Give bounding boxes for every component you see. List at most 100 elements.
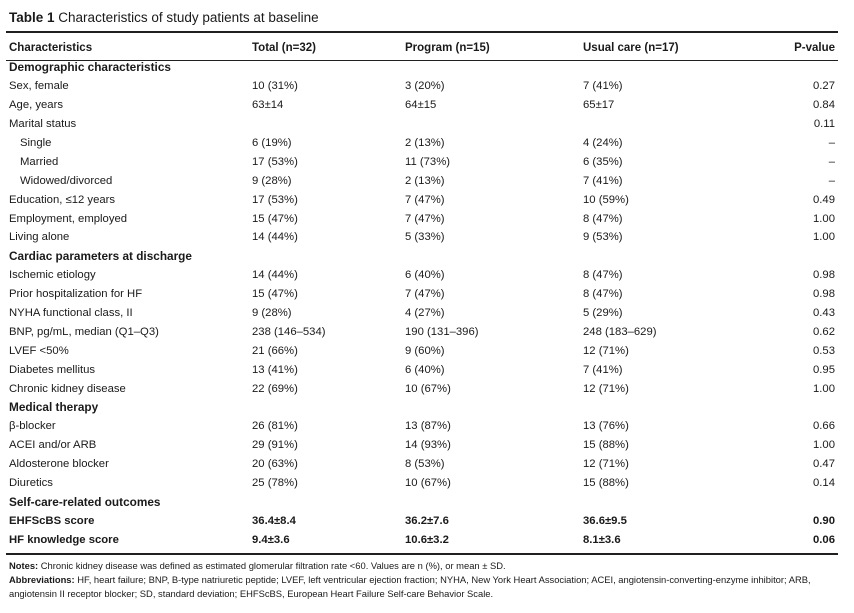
abbreviations-line: Abbreviations: HF, heart failure; BNP, B…	[9, 573, 839, 601]
p-value: 1.00	[813, 382, 835, 395]
usual-care-value: 10 (59%)	[583, 193, 629, 206]
total-value	[252, 115, 405, 134]
table-row: Married 17 (53%) 11 (73%) 6 (35%) –	[6, 152, 838, 171]
program-value: 9 (60%)	[405, 344, 445, 357]
usual-care-value: 12 (71%)	[583, 458, 629, 471]
program-value: 14 (93%)	[405, 439, 451, 452]
p-value: 1.00	[813, 212, 835, 225]
program-value: 36.2±7.6	[405, 514, 449, 527]
row-label: Aldosterone blocker	[9, 458, 109, 471]
p-value: 0.11	[813, 118, 835, 131]
table-title: Characteristics of study patients at bas…	[58, 10, 319, 25]
total-value: 22 (69%)	[252, 382, 298, 395]
table-caption: Table 1 Characteristics of study patient…	[9, 10, 319, 25]
row-label: Age, years	[9, 99, 64, 112]
total-value: 238 (146–534)	[252, 325, 326, 338]
table-row: Prior hospitalization for HF 15 (47%) 7 (4…	[6, 285, 838, 304]
table-row: EHFScBS score 36.4±8.4 36.2±7.6 36.6±9.5 0.9…	[6, 511, 838, 530]
bottom-rule	[6, 553, 838, 555]
p-value: 0.84	[813, 99, 835, 112]
p-value: –	[828, 137, 835, 149]
header-row: Characteristics Total (n=32) Program (n=…	[6, 38, 838, 58]
section-title: Medical therapy	[9, 400, 99, 415]
section-header-row: Self-care-related outcomes	[6, 492, 838, 511]
p-value: 0.06	[813, 533, 835, 546]
usual-care-value: 5 (29%)	[583, 307, 623, 320]
usual-care-value	[583, 115, 753, 134]
total-value: 63±14	[252, 99, 284, 112]
usual-care-value: 65±17	[583, 99, 615, 112]
program-value: 4 (27%)	[405, 307, 445, 320]
program-value	[405, 115, 583, 134]
table-row: Aldosterone blocker 20 (63%) 8 (53%) 12 (71…	[6, 455, 838, 474]
row-label: NYHA functional class, II	[9, 307, 133, 320]
usual-care-value: 248 (183–629)	[583, 325, 657, 338]
program-value: 10 (67%)	[405, 477, 451, 490]
total-value: 6 (19%)	[252, 137, 292, 149]
table-row: NYHA functional class, II 9 (28%) 4 (27%) 5…	[6, 304, 838, 323]
row-label: Ischemic etiology	[9, 269, 96, 282]
p-value: 1.00	[813, 439, 835, 452]
total-value: 21 (66%)	[252, 344, 298, 357]
p-value: 0.49	[813, 193, 835, 206]
total-value: 9 (28%)	[252, 174, 292, 187]
p-value: –	[828, 155, 835, 168]
notes-text: Chronic kidney disease was defined as es…	[40, 560, 506, 571]
program-value: 8 (53%)	[405, 458, 445, 471]
header-total: Total (n=32)	[252, 42, 317, 54]
table-row: Chronic kidney disease 22 (69%) 10 (67%) 12…	[6, 379, 838, 398]
program-value: 6 (40%)	[405, 363, 445, 376]
row-label: LVEF <50%	[9, 344, 69, 357]
total-value: 14 (44%)	[252, 231, 298, 244]
program-value: 2 (13%)	[405, 137, 445, 149]
usual-care-value: 15 (88%)	[583, 439, 629, 452]
p-value: 0.62	[813, 325, 835, 338]
row-label: BNP, pg/mL, median (Q1–Q3)	[9, 325, 159, 338]
table-row: Ischemic etiology 14 (44%) 6 (40%) 8 (47%) 0…	[6, 266, 838, 285]
p-value: 0.98	[813, 269, 835, 282]
section-title: Cardiac parameters at discharge	[9, 249, 192, 264]
section-header-row: Medical therapy	[6, 398, 838, 417]
program-value: 6 (40%)	[405, 269, 445, 282]
usual-care-value: 4 (24%)	[583, 137, 623, 149]
table-row: Marital status 0.11	[6, 115, 838, 134]
p-value: 0.27	[813, 80, 835, 93]
header-rule	[6, 60, 838, 61]
row-label: HF knowledge score	[9, 533, 119, 546]
program-value: 7 (47%)	[405, 193, 445, 206]
header-program: Program (n=15)	[405, 42, 490, 54]
program-value: 3 (20%)	[405, 80, 445, 93]
usual-care-value: 12 (71%)	[583, 382, 629, 395]
total-value: 36.4±8.4	[252, 514, 296, 527]
row-label: Prior hospitalization for HF	[9, 288, 143, 301]
table-notes: Notes: Chronic kidney disease was define…	[9, 559, 839, 601]
total-value: 29 (91%)	[252, 439, 298, 452]
table-row: Education, ≤12 years 17 (53%) 7 (47%) 10 (5…	[6, 190, 838, 209]
table-row: Single 6 (19%) 2 (13%) 4 (24%) –	[6, 134, 838, 153]
p-value: 0.14	[813, 477, 835, 490]
p-value: 1.00	[813, 231, 835, 244]
total-value: 17 (53%)	[252, 155, 298, 168]
table-row: Sex, female 10 (31%) 3 (20%) 7 (41%) 0.27	[6, 77, 838, 96]
total-value: 9.4±3.6	[252, 533, 290, 546]
total-value: 20 (63%)	[252, 458, 298, 471]
row-label: Chronic kidney disease	[9, 382, 126, 395]
usual-care-value: 36.6±9.5	[583, 514, 627, 527]
row-label: Education, ≤12 years	[9, 193, 116, 206]
program-value: 7 (47%)	[405, 212, 445, 225]
table-row: Living alone 14 (44%) 5 (33%) 9 (53%) 1.00	[6, 228, 838, 247]
row-label: Single	[20, 137, 52, 149]
top-rule	[6, 31, 838, 33]
p-value: 0.53	[813, 344, 835, 357]
header-characteristics: Characteristics	[9, 42, 93, 54]
characteristics-table: Characteristics Total (n=32) Program (n=…	[6, 38, 838, 549]
usual-care-value: 7 (41%)	[583, 80, 623, 93]
table-number: Table 1	[9, 10, 55, 25]
usual-care-value: 7 (41%)	[583, 174, 623, 187]
p-value: 0.98	[813, 288, 835, 301]
p-value: 0.66	[813, 420, 835, 433]
program-value: 5 (33%)	[405, 231, 445, 244]
table-row: ACEI and/or ARB 29 (91%) 14 (93%) 15 (88%) 1…	[6, 436, 838, 455]
usual-care-value: 8 (47%)	[583, 212, 623, 225]
